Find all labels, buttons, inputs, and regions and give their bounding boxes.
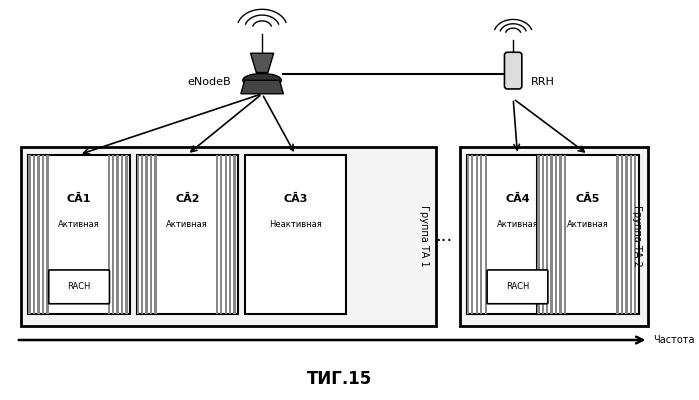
Bar <box>634 155 637 314</box>
Bar <box>467 155 568 314</box>
Text: Активная: Активная <box>567 220 609 229</box>
Bar <box>136 155 238 314</box>
Polygon shape <box>250 53 274 72</box>
Bar <box>216 155 218 314</box>
Bar <box>551 155 553 314</box>
Text: Неактивная: Неактивная <box>269 220 322 229</box>
Bar <box>538 155 540 314</box>
Ellipse shape <box>243 74 282 87</box>
Text: RRH: RRH <box>531 77 554 87</box>
Bar <box>141 155 143 314</box>
Bar <box>476 155 478 314</box>
Bar <box>220 155 222 314</box>
Bar <box>154 155 157 314</box>
Text: ...: ... <box>435 227 452 245</box>
Bar <box>626 155 628 314</box>
Bar <box>229 155 231 314</box>
Text: Активная: Активная <box>58 220 100 229</box>
Text: СĀ5: СĀ5 <box>576 194 600 204</box>
Polygon shape <box>241 80 283 94</box>
Bar <box>617 155 619 314</box>
Bar <box>46 155 48 314</box>
Text: eNodeB: eNodeB <box>187 77 231 87</box>
Bar <box>550 155 553 314</box>
Bar <box>112 155 114 314</box>
Text: СĀ1: СĀ1 <box>67 194 92 204</box>
Bar <box>480 155 482 314</box>
Bar <box>538 155 639 314</box>
Bar <box>555 155 557 314</box>
Bar <box>224 155 226 314</box>
Bar <box>460 147 649 326</box>
Text: Группа ТА 2: Группа ТА 2 <box>632 205 642 267</box>
Text: СĀ2: СĀ2 <box>175 194 199 204</box>
Bar <box>563 155 566 314</box>
Text: RACH: RACH <box>67 282 91 291</box>
Bar <box>150 155 152 314</box>
Text: Группа ТА 1: Группа ТА 1 <box>419 205 429 267</box>
Bar <box>42 155 44 314</box>
Text: СĀ3: СĀ3 <box>283 194 308 204</box>
Bar <box>136 155 139 314</box>
Text: ΤИГ.15: ΤИГ.15 <box>307 370 372 388</box>
Bar <box>546 155 549 314</box>
FancyBboxPatch shape <box>505 52 522 89</box>
Text: RACH: RACH <box>506 282 529 291</box>
Text: Активная: Активная <box>166 220 208 229</box>
Bar <box>37 155 40 314</box>
Bar <box>621 155 623 314</box>
Bar <box>29 155 31 314</box>
Text: Активная: Активная <box>496 220 538 229</box>
Bar <box>484 155 487 314</box>
Bar <box>117 155 119 314</box>
FancyBboxPatch shape <box>49 270 110 304</box>
Bar <box>33 155 35 314</box>
Bar <box>121 155 123 314</box>
Bar <box>108 155 110 314</box>
Bar <box>21 147 436 326</box>
Bar <box>29 155 130 314</box>
Bar <box>145 155 147 314</box>
Bar <box>467 155 469 314</box>
Bar <box>555 155 557 314</box>
Bar <box>559 155 561 314</box>
Bar <box>630 155 632 314</box>
Bar <box>233 155 236 314</box>
Bar <box>546 155 548 314</box>
Bar <box>125 155 128 314</box>
Bar <box>245 155 346 314</box>
FancyBboxPatch shape <box>487 270 548 304</box>
Bar <box>542 155 544 314</box>
Text: СĀ4: СĀ4 <box>505 194 530 204</box>
Text: Частота: Частота <box>653 335 695 345</box>
Bar <box>471 155 473 314</box>
